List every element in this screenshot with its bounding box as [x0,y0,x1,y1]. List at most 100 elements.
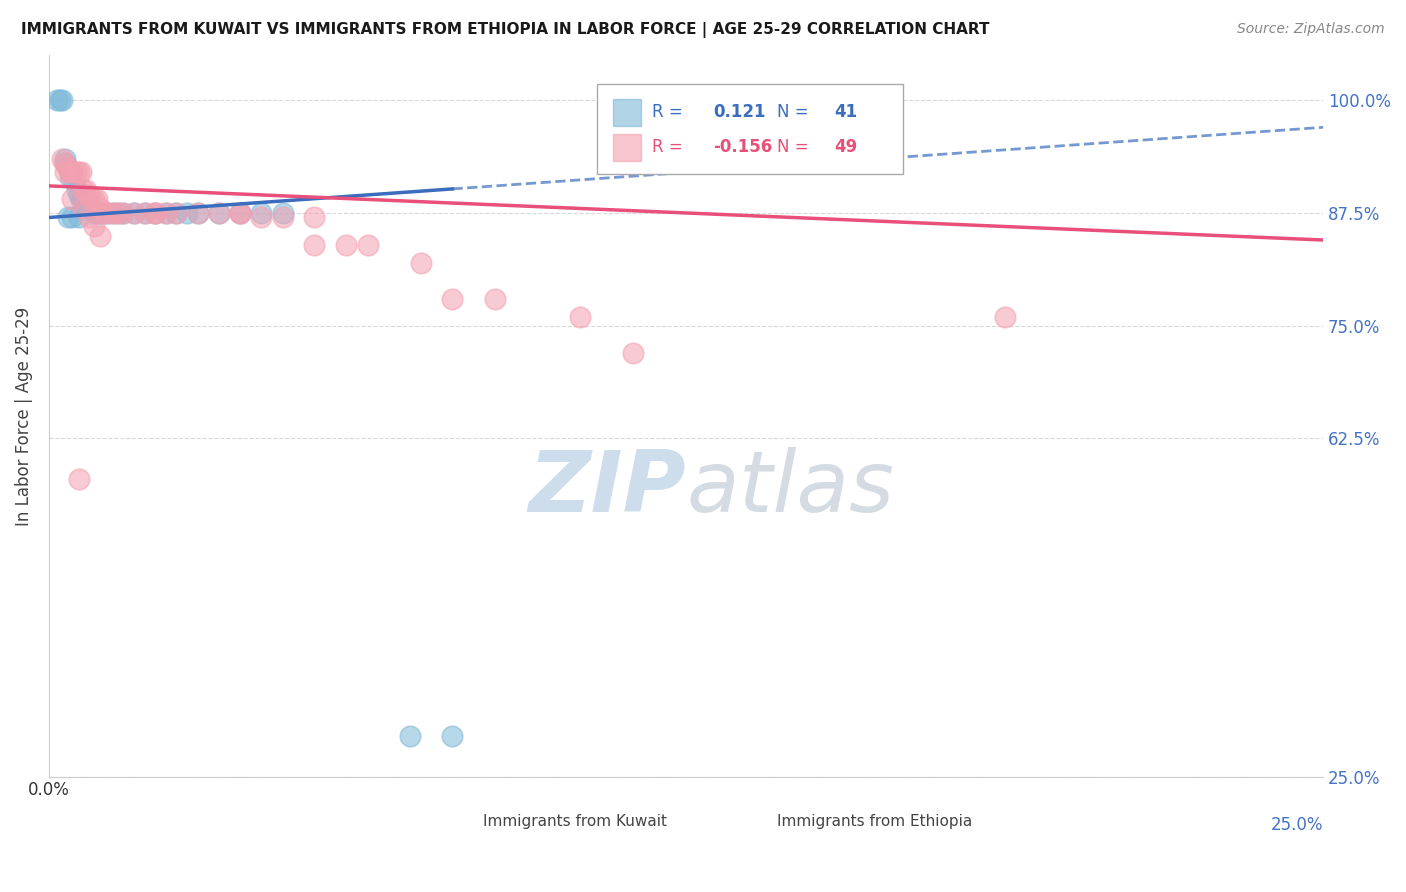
Point [107,206,129,220]
Point [83,206,105,220]
Point [356,237,378,252]
Point [80,202,103,216]
Point [80,193,103,207]
Point [51,152,73,166]
Point [165,206,187,220]
Point [122,206,145,220]
Point [69,165,91,179]
Point [143,206,166,220]
Point [59,165,82,179]
Point [441,729,464,743]
Point [96,206,118,220]
Point [621,345,644,359]
Point [112,206,135,220]
Bar [613,99,641,126]
Text: atlas: atlas [686,447,894,530]
Point [304,211,326,225]
Point [79,197,101,211]
Bar [613,134,641,161]
Point [122,206,145,220]
Point [56,161,79,175]
Point [155,206,177,220]
Point [69,193,91,207]
Point [96,206,118,220]
Point [155,206,177,220]
Point [335,237,357,252]
Point [271,206,294,220]
Text: -0.156: -0.156 [713,138,772,156]
Point [91,206,114,220]
Text: IMMIGRANTS FROM KUWAIT VS IMMIGRANTS FROM ETHIOPIA IN LABOR FORCE | AGE 25-29 CO: IMMIGRANTS FROM KUWAIT VS IMMIGRANTS FRO… [21,22,990,38]
Point [75,183,97,197]
Point [89,228,111,243]
Point [56,161,79,175]
Point [86,193,108,207]
Text: 49: 49 [834,138,858,156]
Point [229,206,252,220]
Text: Immigrants from Kuwait: Immigrants from Kuwait [484,814,668,829]
Point [65,165,87,179]
Text: 0.121: 0.121 [713,103,765,121]
Point [83,219,105,234]
Point [112,206,135,220]
Point [56,211,79,225]
Point [143,206,166,220]
Point [53,152,76,166]
Point [51,93,73,107]
Point [101,206,124,220]
Point [134,206,156,220]
Bar [744,810,766,833]
Point [409,255,432,269]
Point [63,174,86,188]
Point [79,211,101,225]
Point [208,206,231,220]
Point [399,729,422,743]
Point [79,188,101,202]
Point [107,206,129,220]
Point [67,188,90,202]
Point [134,206,156,220]
Point [250,206,273,220]
Y-axis label: In Labor Force | Age 25-29: In Labor Force | Age 25-29 [15,306,32,525]
Bar [450,810,474,833]
Text: R =: R = [651,138,682,156]
FancyBboxPatch shape [598,84,903,174]
Point [229,206,252,220]
Point [89,206,111,220]
Point [72,193,94,207]
Text: N =: N = [776,138,808,156]
Point [75,202,97,216]
Point [59,169,82,184]
Point [229,206,252,220]
Point [67,472,90,486]
Text: 41: 41 [834,103,858,121]
Point [60,211,83,225]
Point [48,93,70,107]
Point [72,183,94,197]
Text: N =: N = [776,103,808,121]
Point [994,310,1017,324]
Point [250,211,273,225]
Point [101,206,124,220]
Point [187,206,209,220]
Point [67,165,90,179]
Point [86,206,108,220]
Point [176,206,198,220]
Point [484,292,506,306]
Text: Source: ZipAtlas.com: Source: ZipAtlas.com [1237,22,1385,37]
Point [304,237,326,252]
Point [441,292,464,306]
Point [46,93,69,107]
Point [60,193,83,207]
Point [53,156,76,170]
Point [65,183,87,197]
Point [91,206,114,220]
Point [89,202,111,216]
Point [60,165,83,179]
Point [53,165,76,179]
Point [143,206,166,220]
Text: ZIP: ZIP [529,447,686,530]
Text: 25.0%: 25.0% [1271,816,1323,834]
Point [67,211,90,225]
Text: Immigrants from Ethiopia: Immigrants from Ethiopia [776,814,972,829]
